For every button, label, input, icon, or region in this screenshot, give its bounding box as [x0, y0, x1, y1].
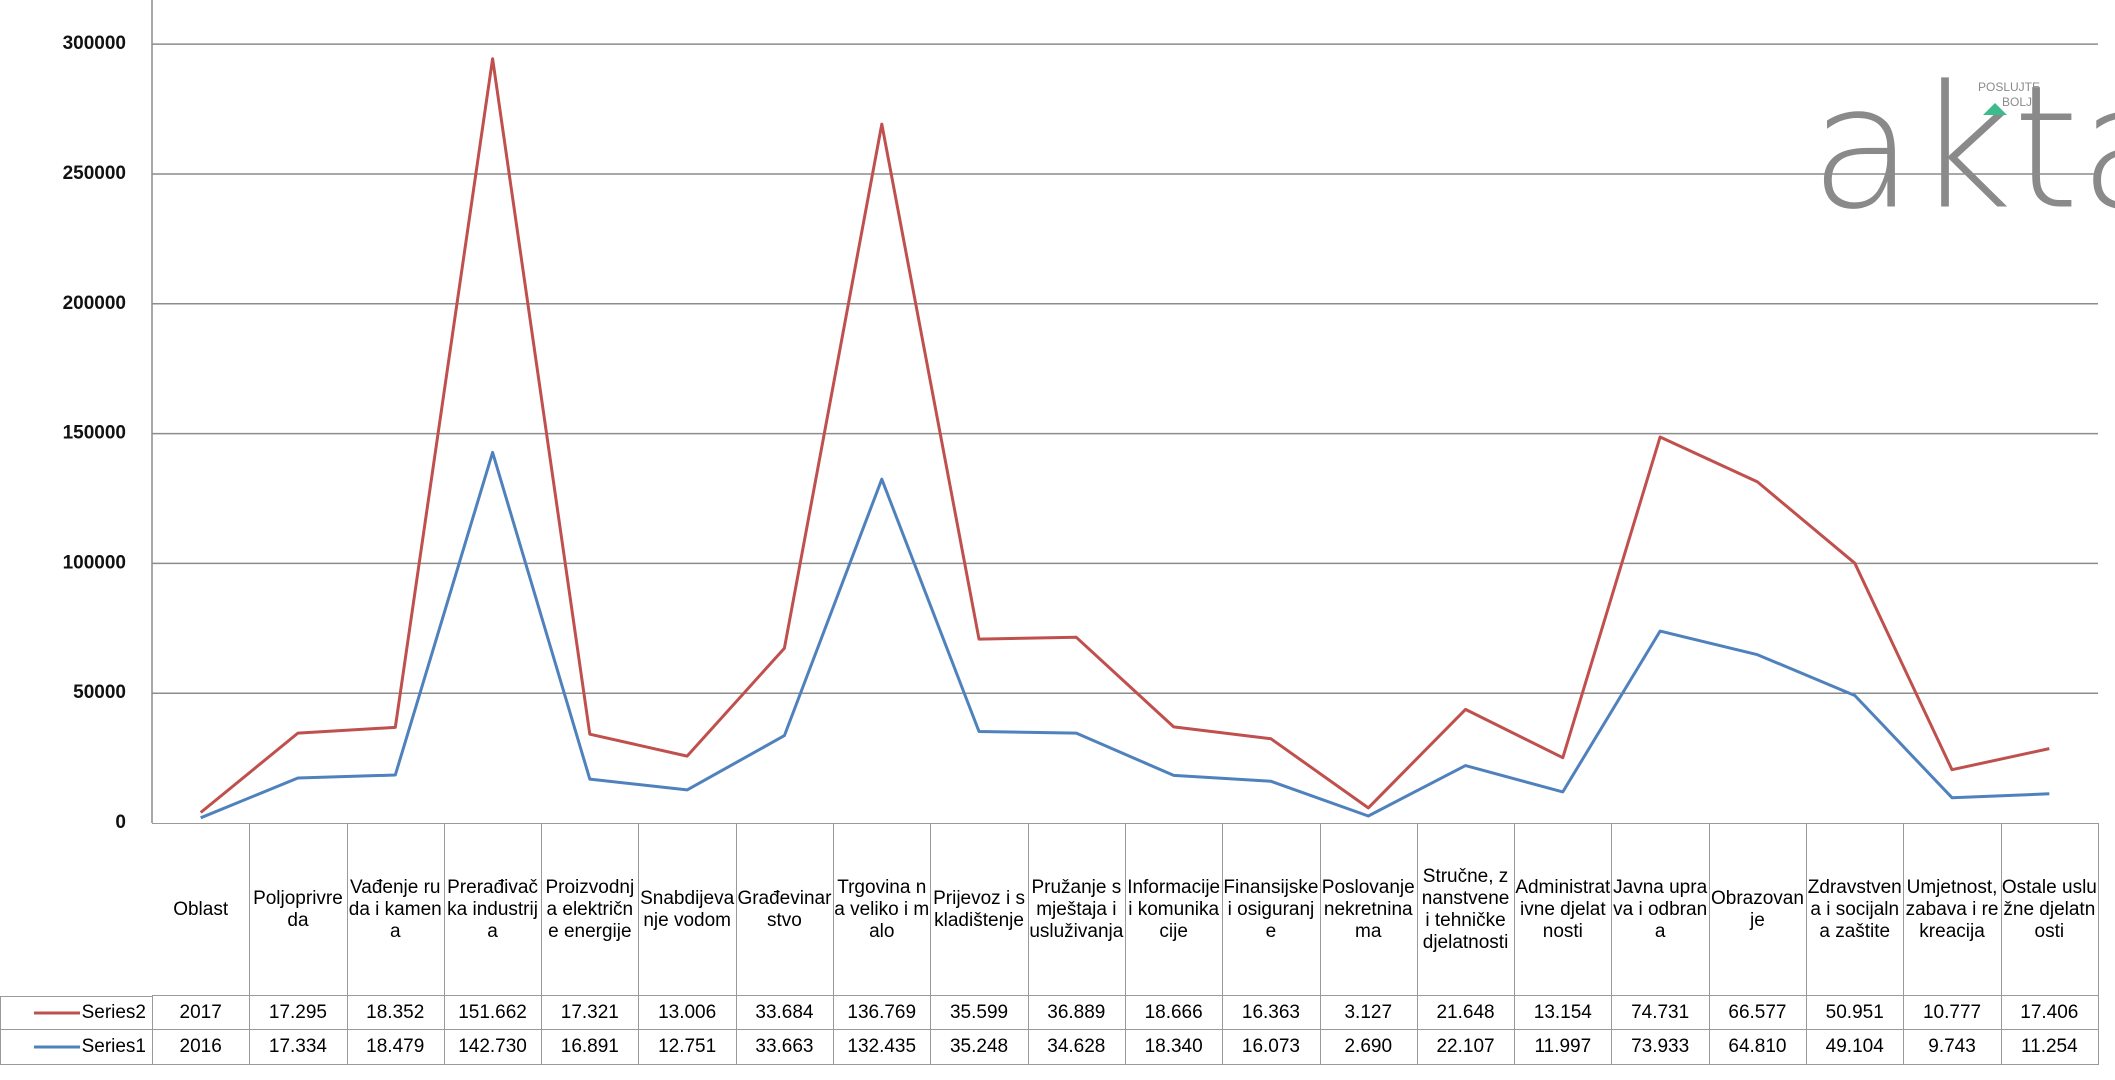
y-tick-label: 200000 — [63, 293, 126, 314]
category-header: Građevinarstvo — [735, 823, 835, 996]
table-value: 136.769 — [833, 996, 932, 1030]
category-header: Prijevoz i skladištenje — [930, 823, 1029, 996]
table-value: 142.730 — [443, 1030, 543, 1065]
table-value: 16.363 — [1222, 996, 1321, 1030]
table-value: 12.751 — [638, 1030, 737, 1065]
table-value: 33.684 — [735, 996, 835, 1030]
table-value: 18.479 — [346, 1030, 445, 1065]
table-value: 13.006 — [638, 996, 737, 1030]
category-header: Pružanje smještaja i usluživanja — [1027, 823, 1126, 996]
table-value: 11.997 — [1514, 1030, 1613, 1065]
table-value: 2.690 — [1319, 1030, 1418, 1065]
table-value: 73.933 — [1611, 1030, 1710, 1065]
legend-entry: Series2 — [0, 996, 153, 1030]
table-value: 49.104 — [1806, 1030, 1905, 1065]
table-value: 10.777 — [1903, 996, 2002, 1030]
table-value: 17.406 — [2000, 996, 2099, 1030]
table-value: 34.628 — [1027, 1030, 1126, 1065]
legend-swatch — [33, 1045, 80, 1049]
legend-label: Series1 — [81, 1036, 146, 1057]
category-header: Poljoprivreda — [249, 823, 348, 996]
category-header: Finansijske i osiguranje — [1222, 823, 1321, 996]
category-header: Poslovanje nekretninama — [1319, 823, 1418, 996]
table-value: 22.107 — [1416, 1030, 1516, 1065]
table-value: 3.127 — [1319, 996, 1418, 1030]
logo-triangle — [1983, 103, 2007, 115]
category-header: Vađenje ruda i kamena — [346, 823, 445, 996]
table-value: 17.295 — [249, 996, 348, 1030]
table-value: 13.154 — [1514, 996, 1613, 1030]
table-value: 35.248 — [930, 1030, 1029, 1065]
table-value: 35.599 — [930, 996, 1029, 1030]
y-tick-label: 0 — [115, 812, 126, 833]
table-value: 18.666 — [1125, 996, 1224, 1030]
series-line — [200, 450, 2050, 820]
category-header: Prerađivačka industrija — [443, 823, 543, 996]
table-value: 21.648 — [1416, 996, 1516, 1030]
category-header: Proizvodnja električne energije — [541, 823, 640, 996]
logo-tagline: POSLUJTE — [1978, 80, 2040, 94]
category-header: Javna uprava i odbrana — [1611, 823, 1710, 996]
table-value: 64.810 — [1708, 1030, 1808, 1065]
category-header: Administrativne djelatnosti — [1514, 823, 1613, 996]
logo-tagline: BOLJE — [2002, 95, 2040, 109]
table-value: 16.891 — [541, 1030, 640, 1065]
table-value: 50.951 — [1806, 996, 1905, 1030]
category-header: Oblast — [152, 823, 251, 996]
table-value: 17.334 — [249, 1030, 348, 1065]
category-header: Trgovina na veliko i malo — [833, 823, 932, 996]
y-tick-label: 50000 — [73, 682, 126, 703]
table-value: 132.435 — [833, 1030, 932, 1065]
y-tick-label: 250000 — [63, 163, 126, 184]
category-header: Umjetnost, zabava i rekreacija — [1903, 823, 2002, 996]
y-tick-label: 100000 — [63, 552, 126, 573]
legend-entry: Series1 — [0, 1030, 153, 1065]
table-value: 11.254 — [2000, 1030, 2099, 1065]
category-header: Stručne, znanstvene i tehničke djelatnos… — [1416, 823, 1516, 996]
table-value: 74.731 — [1611, 996, 1710, 1030]
table-value: 66.577 — [1708, 996, 1808, 1030]
table-value: 36.889 — [1027, 996, 1126, 1030]
table-value: 9.743 — [1903, 1030, 2002, 1065]
legend-swatch — [33, 1011, 80, 1015]
category-header: Snabdijevanje vodom — [638, 823, 737, 996]
table-value: 18.352 — [346, 996, 445, 1030]
table-value: 2016 — [152, 1030, 251, 1065]
y-tick-label: 300000 — [63, 33, 126, 54]
category-header: Obrazovanje — [1708, 823, 1808, 996]
logo-text: akta — [1810, 50, 2115, 248]
table-value: 151.662 — [443, 996, 543, 1030]
table-value: 33.663 — [735, 1030, 835, 1065]
category-header: Informacije i komunikacije — [1125, 823, 1224, 996]
table-value: 16.073 — [1222, 1030, 1321, 1065]
category-header: Ostale uslužne djelatnosti — [2000, 823, 2099, 996]
table-value: 17.321 — [541, 996, 640, 1030]
category-header: Zdravstvena i socijalna zaštite — [1806, 823, 1905, 996]
y-tick-label: 150000 — [63, 423, 126, 444]
legend-label: Series2 — [81, 1002, 146, 1023]
table-value: 18.340 — [1125, 1030, 1224, 1065]
series-line — [199, 57, 2050, 814]
table-value: 2017 — [152, 996, 251, 1030]
